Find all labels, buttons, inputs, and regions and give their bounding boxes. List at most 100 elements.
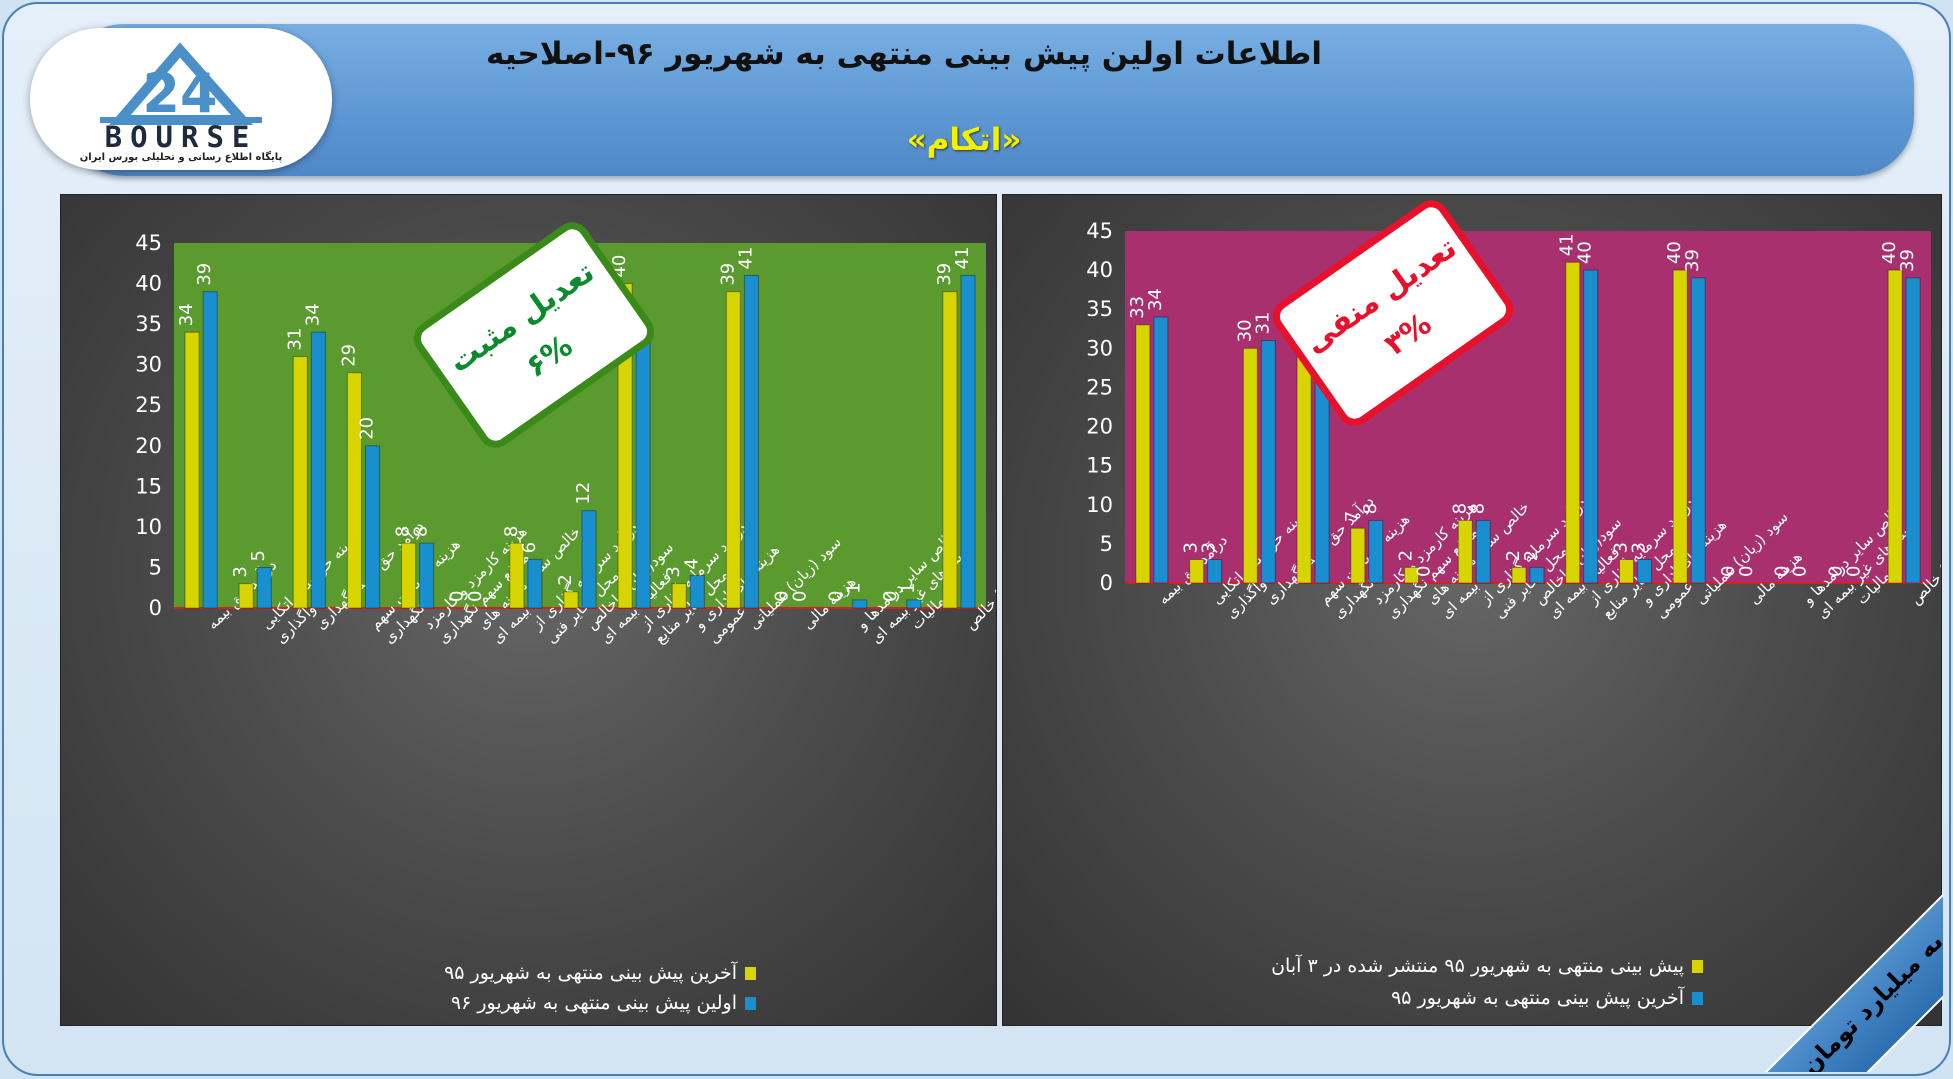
data-label: 39 [194, 263, 215, 286]
y-tick-label: 0 [149, 596, 162, 620]
data-label: 0 [880, 591, 901, 602]
bar [1135, 324, 1151, 584]
data-label: 2 [1503, 550, 1524, 561]
y-tick-label: 15 [135, 474, 162, 498]
units-badge: ارقام به میلیارد تومان [1713, 842, 1943, 1072]
data-label: 0 [1843, 566, 1864, 577]
plot-area [1125, 231, 1931, 583]
legend-left-1: آخرین پیش بینی منتهی به شهریور ۹۵ [444, 962, 756, 984]
bar [1618, 559, 1634, 584]
data-label: 12 [573, 482, 594, 505]
bar [310, 331, 326, 609]
data-label: 33 [1127, 296, 1148, 319]
data-label: 0 [447, 591, 468, 602]
logo-word: BOURSE [104, 120, 258, 154]
bar [671, 583, 687, 609]
y-tick-label: 5 [1100, 532, 1113, 556]
data-label: 1 [898, 582, 919, 593]
y-tick-label: 20 [135, 434, 162, 458]
data-label: 3 [230, 566, 251, 577]
chart-panel-left: 0510152025303540453439درآمد حق بیمه35هزی… [60, 194, 1053, 1026]
bar [942, 291, 958, 609]
bar [581, 510, 597, 609]
legend-right-1: پیش بینی منتهی به شهریور ۹۵ منتشر شده در… [1271, 955, 1703, 977]
legend-label: پیش بینی منتهی به شهریور ۹۵ منتشر شده در… [1271, 955, 1684, 977]
data-label: 40 [1575, 241, 1596, 264]
bar [1905, 277, 1921, 584]
logo: 24 BOURSE پایگاه اطلاع رسانی و تحلیلی بو… [30, 28, 332, 170]
bar [1189, 559, 1205, 584]
data-label: 3 [1628, 542, 1649, 553]
data-label: 5 [248, 550, 269, 561]
y-tick-label: 10 [135, 515, 162, 539]
bar [1404, 566, 1420, 584]
chart-left: 0510152025303540453439درآمد حق بیمه35هزی… [135, 222, 1053, 647]
data-label: 34 [302, 303, 323, 326]
data-label: 39 [717, 263, 738, 286]
data-label: 6 [519, 542, 540, 553]
bar [1368, 519, 1384, 584]
data-label: 39 [934, 263, 955, 286]
bar [1475, 519, 1491, 584]
data-label: 40 [1664, 241, 1685, 264]
data-label: 34 [1145, 288, 1166, 311]
data-label: 8 [501, 526, 522, 537]
annotation-box [1272, 200, 1514, 426]
y-tick-label: 35 [135, 312, 162, 336]
legend-swatch-blue [1692, 992, 1703, 1005]
data-label: 0 [1825, 566, 1846, 577]
bar [509, 542, 525, 609]
data-label: 2 [1521, 550, 1542, 561]
data-label: 31 [1252, 312, 1273, 335]
bar [563, 591, 579, 609]
data-label: 3 [1181, 542, 1202, 553]
bar [238, 583, 254, 609]
bar [1260, 340, 1276, 584]
legend-label: اولین پیش بینی منتهی به شهریور ۹۶ [450, 992, 737, 1014]
bar [401, 542, 417, 609]
bar [852, 599, 868, 609]
y-tick-label: 40 [1086, 258, 1113, 282]
y-tick-label: 15 [1086, 454, 1113, 478]
data-label: 0 [465, 591, 486, 602]
header-banner [64, 24, 1914, 176]
data-label: 2 [555, 574, 576, 585]
data-label: 30 [1234, 319, 1255, 342]
legend-left-2: اولین پیش بینی منتهی به شهریور ۹۶ [451, 992, 756, 1014]
data-label: 34 [176, 303, 197, 326]
data-label: 8 [393, 526, 414, 537]
y-tick-label: 25 [1086, 375, 1113, 399]
y-tick-label: 25 [135, 393, 162, 417]
bar [292, 356, 308, 609]
data-label: 2 [1396, 550, 1417, 561]
data-label: 20 [357, 417, 378, 440]
data-label: 41 [952, 247, 973, 270]
page-title: اطلاعات اولین پیش بینی منتهی به شهریور ۹… [486, 36, 1322, 72]
data-label: 4 [681, 558, 702, 569]
bar [256, 566, 272, 609]
bar [364, 445, 381, 609]
bar [1529, 566, 1545, 584]
bar [1296, 340, 1312, 584]
data-label: 40 [1879, 241, 1900, 264]
y-tick-label: 5 [149, 555, 162, 579]
bar [1672, 269, 1688, 584]
bar [1565, 261, 1581, 584]
bar [1207, 559, 1223, 584]
bar [635, 339, 651, 609]
bar [1350, 527, 1366, 584]
legend-label: آخرین پیش بینی منتهی به شهریور ۹۵ [1391, 987, 1684, 1009]
bar [906, 599, 922, 609]
data-label: 0 [1772, 566, 1793, 577]
bar [1457, 519, 1473, 584]
y-tick-label: 10 [1086, 493, 1113, 517]
logo-subtitle: پایگاه اطلاع رسانی و تحلیلی بورس ایران [79, 152, 283, 163]
svg-text:24: 24 [142, 62, 217, 125]
bar [743, 274, 759, 609]
bar [1511, 566, 1527, 584]
data-label: 29 [338, 344, 359, 367]
data-label: 0 [1718, 566, 1739, 577]
